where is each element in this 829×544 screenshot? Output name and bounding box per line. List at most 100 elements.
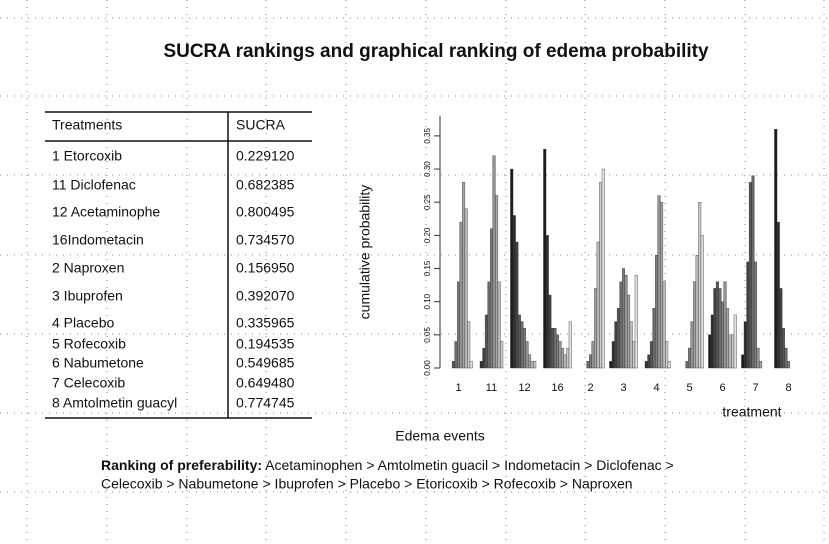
table-cell: 3 Ibuprofen (52, 288, 123, 304)
bar (594, 288, 598, 369)
x-tick-label: 2 (587, 382, 593, 394)
bar (624, 274, 628, 369)
table-cell: 6 Nabumetone (52, 355, 144, 371)
bar (614, 321, 618, 369)
x-tick-label: 7 (752, 382, 758, 394)
bar (723, 281, 727, 369)
y-tick-label: 0.00 (423, 360, 432, 376)
bar (482, 347, 486, 369)
x-tick-label: 6 (719, 382, 725, 394)
y-tick-label: 0.15 (423, 260, 432, 276)
bar (660, 202, 664, 369)
bar (781, 328, 785, 369)
table-cell: 0.734570 (236, 232, 295, 248)
bar (759, 361, 763, 369)
y-tick-label: 0.35 (423, 128, 432, 144)
table-cell: 0.549685 (236, 355, 295, 371)
bar (731, 334, 735, 369)
y-tick-label: 0.05 (423, 327, 432, 343)
table-cell: 0.774745 (236, 395, 295, 411)
bar (589, 354, 592, 369)
bar (568, 321, 572, 369)
y-axis-label: cumulative probability (357, 185, 373, 320)
bar (728, 334, 732, 369)
bar (784, 347, 788, 369)
bar (652, 308, 656, 369)
bar (748, 182, 752, 369)
bar (586, 361, 590, 369)
bar (667, 361, 671, 369)
bar (665, 341, 669, 369)
bar (733, 314, 737, 369)
bar (523, 328, 526, 369)
bar (563, 354, 567, 369)
title: SUCRA rankings and graphical ranking of … (163, 41, 709, 62)
caption: Edema events (395, 428, 485, 444)
bar (457, 281, 460, 369)
y-tick-label: 0.20 (423, 227, 432, 243)
table-cell: 0.194535 (236, 336, 295, 352)
x-tick-label: 1 (455, 382, 461, 394)
x-tick-label: 8 (785, 382, 791, 394)
bar (746, 261, 750, 369)
table-cell: 0.229120 (236, 148, 295, 164)
bar (708, 334, 712, 369)
bar (713, 288, 717, 369)
bar (484, 314, 488, 369)
x-tick-label: 3 (620, 382, 626, 394)
bar (619, 281, 623, 369)
bar (495, 195, 499, 369)
bar (622, 268, 625, 369)
bar (533, 361, 537, 369)
bar (754, 261, 757, 369)
bar (726, 308, 730, 369)
bar (558, 341, 562, 369)
table-cell: 0.800495 (236, 204, 295, 220)
bar (601, 168, 605, 369)
y-tick-label: 0.25 (423, 194, 432, 210)
bar (644, 361, 648, 369)
bar (627, 294, 631, 369)
bar (545, 235, 549, 369)
bar (528, 354, 532, 369)
table-cell: 0.156950 (236, 260, 295, 276)
x-axis-label: treatment (722, 404, 781, 420)
bar (629, 321, 633, 369)
bar (693, 281, 697, 369)
bar (497, 281, 501, 369)
bar (467, 321, 471, 369)
bar (611, 341, 615, 369)
bar (718, 288, 722, 369)
bar (710, 314, 714, 369)
bar (787, 361, 790, 369)
bar (515, 241, 519, 369)
table-cell: 12 Acetaminophe (52, 204, 160, 220)
bar (525, 341, 529, 369)
table-cell: 2 Naproxen (52, 260, 124, 276)
bar (517, 314, 521, 369)
bar (662, 281, 666, 369)
bar (616, 308, 620, 369)
bar (566, 347, 570, 369)
bar (487, 281, 491, 369)
table-cell: 0.682385 (236, 177, 295, 193)
bar (756, 347, 760, 369)
x-tick-label: 12 (518, 382, 530, 394)
table-header: SUCRA (236, 117, 286, 133)
bar (609, 361, 613, 369)
table-cell: 8 Amtolmetin guacyl (52, 395, 177, 411)
bar (698, 202, 702, 369)
bar (596, 241, 600, 369)
bar (751, 175, 755, 369)
bar (655, 255, 658, 369)
bar (774, 129, 778, 369)
bar (695, 255, 699, 369)
ranking-line: Acetaminophen > Amtolmetin guacil > Indo… (265, 457, 674, 473)
chart: 0.00 0.05 0.10 0.15 0.20 0.25 0.30 0.35 cumulati… (357, 116, 792, 420)
table-cell: 5 Rofecoxib (52, 336, 126, 352)
bar (685, 361, 689, 369)
ranking-line: Celecoxib > Nabumetone > Ibuprofen > Pla… (101, 476, 633, 492)
bar (454, 341, 458, 369)
bar (530, 361, 534, 369)
bar (556, 334, 559, 369)
